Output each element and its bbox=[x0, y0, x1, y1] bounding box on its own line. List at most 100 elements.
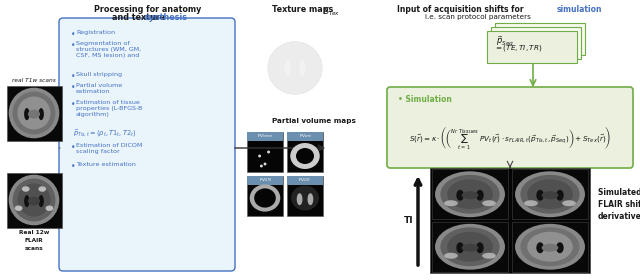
Ellipse shape bbox=[527, 179, 573, 209]
Ellipse shape bbox=[536, 190, 544, 201]
Ellipse shape bbox=[444, 200, 458, 206]
Ellipse shape bbox=[24, 195, 29, 207]
Text: •: • bbox=[71, 30, 76, 39]
FancyBboxPatch shape bbox=[491, 27, 581, 59]
Bar bbox=[287, 176, 323, 216]
Text: i.e. scan protocol parameters: i.e. scan protocol parameters bbox=[425, 14, 531, 20]
FancyBboxPatch shape bbox=[495, 23, 585, 55]
Ellipse shape bbox=[476, 242, 484, 253]
Text: Simulated T2w
FLAIR shift
derivatives: Simulated T2w FLAIR shift derivatives bbox=[598, 188, 640, 221]
Ellipse shape bbox=[17, 97, 51, 129]
Text: scans: scans bbox=[24, 246, 44, 251]
Ellipse shape bbox=[461, 244, 478, 252]
Text: PV$_{wm}$: PV$_{wm}$ bbox=[298, 133, 312, 140]
Ellipse shape bbox=[297, 193, 303, 205]
Ellipse shape bbox=[556, 242, 564, 253]
Ellipse shape bbox=[527, 232, 573, 262]
Bar bbox=[247, 176, 283, 216]
Text: Segmentation of
structures (WM, GM,
CSF, MS lesion) and: Segmentation of structures (WM, GM, CSF,… bbox=[76, 41, 141, 59]
Text: •: • bbox=[71, 72, 76, 81]
Text: Partial volume maps: Partial volume maps bbox=[272, 118, 356, 124]
Text: $\vec{p}_{Seq}$: $\vec{p}_{Seq}$ bbox=[496, 34, 515, 48]
Ellipse shape bbox=[28, 197, 40, 206]
Text: $= (TE, TI, TR)$: $= (TE, TI, TR)$ bbox=[494, 43, 542, 53]
Ellipse shape bbox=[28, 110, 40, 118]
Ellipse shape bbox=[17, 183, 51, 216]
Ellipse shape bbox=[45, 206, 53, 211]
Text: PV$_{GM}$: PV$_{GM}$ bbox=[259, 177, 271, 184]
Ellipse shape bbox=[515, 171, 585, 217]
Ellipse shape bbox=[440, 227, 500, 266]
Text: synthesis: synthesis bbox=[145, 13, 188, 22]
Text: Estimation of DICOM
scaling factor: Estimation of DICOM scaling factor bbox=[76, 143, 142, 154]
Circle shape bbox=[264, 163, 266, 165]
Text: •: • bbox=[71, 83, 76, 92]
Bar bbox=[512, 222, 588, 272]
Ellipse shape bbox=[268, 42, 323, 94]
Text: $S(\vec{r}) = \kappa \cdot \left(\left(\sum_{t=1}^{Nr\ Tissues}\ PV_t(\vec{r}) \: $S(\vec{r}) = \kappa \cdot \left(\left(\… bbox=[409, 125, 611, 151]
Ellipse shape bbox=[22, 186, 29, 192]
Text: Texture estimation: Texture estimation bbox=[76, 162, 136, 167]
Bar bbox=[430, 168, 590, 273]
Ellipse shape bbox=[541, 244, 558, 252]
Bar bbox=[247, 132, 283, 172]
Ellipse shape bbox=[541, 191, 558, 199]
Ellipse shape bbox=[447, 232, 493, 262]
Ellipse shape bbox=[444, 253, 458, 259]
Ellipse shape bbox=[291, 143, 320, 169]
Ellipse shape bbox=[284, 60, 291, 76]
Ellipse shape bbox=[482, 200, 496, 206]
Ellipse shape bbox=[254, 188, 276, 207]
Text: $\vec{p}_{Tis,t} = (\rho_t, T1_t, T2_t)$: $\vec{p}_{Tis,t} = (\rho_t, T1_t, T2_t)$ bbox=[73, 128, 137, 139]
Ellipse shape bbox=[291, 186, 319, 210]
Bar bbox=[512, 169, 588, 219]
Bar bbox=[287, 132, 323, 172]
Ellipse shape bbox=[276, 50, 314, 86]
Ellipse shape bbox=[435, 171, 505, 217]
Circle shape bbox=[260, 165, 263, 167]
Text: •: • bbox=[71, 143, 76, 152]
Text: FLAIR: FLAIR bbox=[24, 239, 44, 244]
Ellipse shape bbox=[9, 175, 60, 225]
Ellipse shape bbox=[482, 253, 496, 259]
Ellipse shape bbox=[536, 242, 544, 253]
Bar bbox=[432, 222, 508, 272]
Ellipse shape bbox=[38, 195, 44, 207]
Text: Real 12w: Real 12w bbox=[19, 230, 49, 235]
Ellipse shape bbox=[520, 227, 580, 266]
Text: PV$_{CSF}$: PV$_{CSF}$ bbox=[298, 177, 312, 184]
Ellipse shape bbox=[9, 88, 60, 138]
Text: Partial volume
estimation: Partial volume estimation bbox=[76, 83, 122, 94]
Ellipse shape bbox=[461, 191, 478, 199]
Text: PV$_{lesion}$: PV$_{lesion}$ bbox=[257, 133, 273, 140]
Bar bbox=[264, 38, 326, 98]
Text: Input of acquisition shifts for: Input of acquisition shifts for bbox=[397, 5, 526, 14]
Text: Processing for anatomy: Processing for anatomy bbox=[94, 5, 202, 14]
Ellipse shape bbox=[456, 190, 464, 201]
Text: and texture: and texture bbox=[112, 13, 168, 22]
FancyBboxPatch shape bbox=[487, 31, 577, 63]
FancyBboxPatch shape bbox=[59, 18, 235, 271]
Ellipse shape bbox=[520, 175, 580, 214]
Ellipse shape bbox=[556, 190, 564, 201]
Text: $S_{Tex}$: $S_{Tex}$ bbox=[323, 5, 340, 17]
Ellipse shape bbox=[250, 185, 280, 212]
Bar bbox=[287, 176, 323, 185]
Bar bbox=[6, 172, 61, 227]
Bar bbox=[247, 176, 283, 185]
Ellipse shape bbox=[562, 200, 576, 206]
Ellipse shape bbox=[440, 175, 500, 214]
Text: TI: TI bbox=[404, 216, 414, 225]
Text: Skull stripping: Skull stripping bbox=[76, 72, 122, 77]
Text: real T1w scans: real T1w scans bbox=[12, 78, 56, 83]
Ellipse shape bbox=[38, 186, 46, 192]
Ellipse shape bbox=[13, 92, 56, 134]
FancyBboxPatch shape bbox=[387, 87, 633, 168]
Ellipse shape bbox=[435, 224, 505, 270]
Circle shape bbox=[258, 155, 261, 157]
Text: Estimation of tissue
properties (L-BFGS-B
algorithm): Estimation of tissue properties (L-BFGS-… bbox=[76, 100, 142, 117]
Bar bbox=[432, 169, 508, 219]
Text: simulation: simulation bbox=[557, 5, 602, 14]
Ellipse shape bbox=[307, 193, 314, 205]
Ellipse shape bbox=[300, 60, 305, 76]
